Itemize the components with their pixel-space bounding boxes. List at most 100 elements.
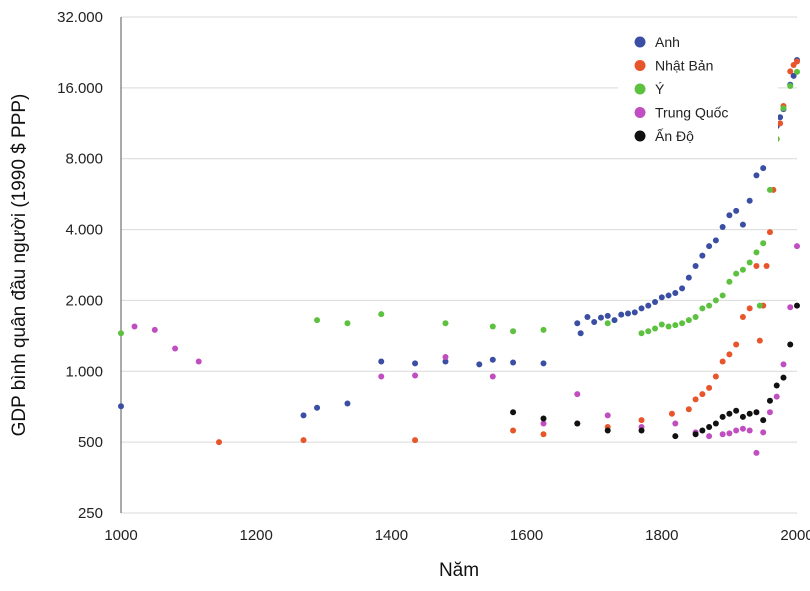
data-point <box>746 410 753 417</box>
data-point <box>685 406 692 413</box>
data-point <box>699 391 706 398</box>
data-points <box>118 57 800 456</box>
data-point <box>733 270 740 277</box>
data-point <box>540 420 547 427</box>
legend-marker <box>634 83 646 95</box>
data-point <box>131 323 138 330</box>
data-point <box>658 294 665 301</box>
data-point <box>746 197 753 204</box>
data-point <box>378 358 385 365</box>
data-point <box>794 302 800 309</box>
data-point <box>726 212 733 219</box>
x-tick-label: 1000 <box>104 527 137 544</box>
data-point <box>699 305 706 312</box>
legend-label: Anh <box>655 34 680 50</box>
data-point <box>753 449 760 456</box>
data-point <box>733 407 740 414</box>
data-point <box>780 105 787 112</box>
data-point <box>645 302 652 309</box>
data-point <box>692 314 699 321</box>
data-point <box>672 322 679 329</box>
data-point <box>378 311 385 318</box>
data-point <box>604 412 611 419</box>
y-tick-label: 2.000 <box>65 292 103 309</box>
data-point <box>756 337 763 344</box>
data-point <box>777 120 784 127</box>
data-point <box>699 427 706 434</box>
data-point <box>540 415 547 422</box>
data-point <box>300 437 307 444</box>
data-point <box>706 243 713 250</box>
data-point <box>773 382 780 389</box>
y-tick-label: 8.000 <box>65 151 103 168</box>
data-point <box>574 320 581 327</box>
data-point <box>118 330 124 337</box>
legend: Anh Nhật Bản Ý Trung Quốc Ấn Độ <box>618 28 778 150</box>
data-point <box>756 302 763 309</box>
data-point <box>706 302 713 309</box>
data-point <box>412 360 419 367</box>
series-3 <box>131 243 800 456</box>
data-point <box>712 297 719 304</box>
data-point <box>780 374 787 381</box>
data-point <box>712 237 719 244</box>
data-point <box>540 326 547 333</box>
x-tick-label: 1800 <box>645 527 678 544</box>
legend-marker <box>634 36 646 48</box>
data-point <box>665 292 672 299</box>
data-point <box>679 285 686 292</box>
data-point <box>706 423 713 430</box>
data-point <box>739 425 746 432</box>
data-point <box>300 412 307 419</box>
y-tick-label: 500 <box>78 434 103 451</box>
data-point <box>760 417 767 424</box>
data-point <box>733 341 740 348</box>
data-point <box>489 323 496 330</box>
data-point <box>665 323 672 330</box>
gridlines <box>121 16 797 514</box>
data-point <box>638 330 645 337</box>
x-tick-label: 1200 <box>240 527 273 544</box>
data-point <box>692 431 699 438</box>
data-point <box>719 224 726 231</box>
data-point <box>746 259 753 266</box>
data-point <box>719 358 726 365</box>
legend-marker <box>634 107 646 118</box>
data-point <box>739 413 746 420</box>
x-tick-label: 1600 <box>510 527 543 544</box>
data-point <box>618 311 625 318</box>
data-point <box>476 361 483 368</box>
data-point <box>766 229 773 236</box>
data-point <box>638 427 645 434</box>
data-point <box>672 290 679 297</box>
data-point <box>344 320 351 327</box>
data-point <box>726 430 733 437</box>
y-tick-label: 32.000 <box>57 9 103 26</box>
data-point <box>574 420 581 427</box>
data-point <box>378 373 385 380</box>
data-point <box>753 172 760 179</box>
data-point <box>763 263 770 270</box>
data-point <box>787 82 794 89</box>
data-point <box>760 429 767 436</box>
data-point <box>773 393 780 400</box>
data-point <box>712 373 719 380</box>
data-point <box>151 326 158 333</box>
data-point <box>540 431 547 438</box>
data-point <box>739 314 746 321</box>
data-point <box>442 353 449 360</box>
data-point <box>726 351 733 358</box>
data-point <box>489 373 496 380</box>
data-point <box>766 409 773 416</box>
data-point <box>314 317 321 324</box>
data-point <box>510 359 517 366</box>
data-point <box>645 328 652 335</box>
data-point <box>685 274 692 281</box>
data-point <box>699 252 706 259</box>
data-point <box>574 391 581 398</box>
data-point <box>597 314 604 321</box>
data-point <box>726 278 733 285</box>
data-point <box>314 404 321 411</box>
data-point <box>692 263 699 270</box>
series-2 <box>118 68 800 337</box>
